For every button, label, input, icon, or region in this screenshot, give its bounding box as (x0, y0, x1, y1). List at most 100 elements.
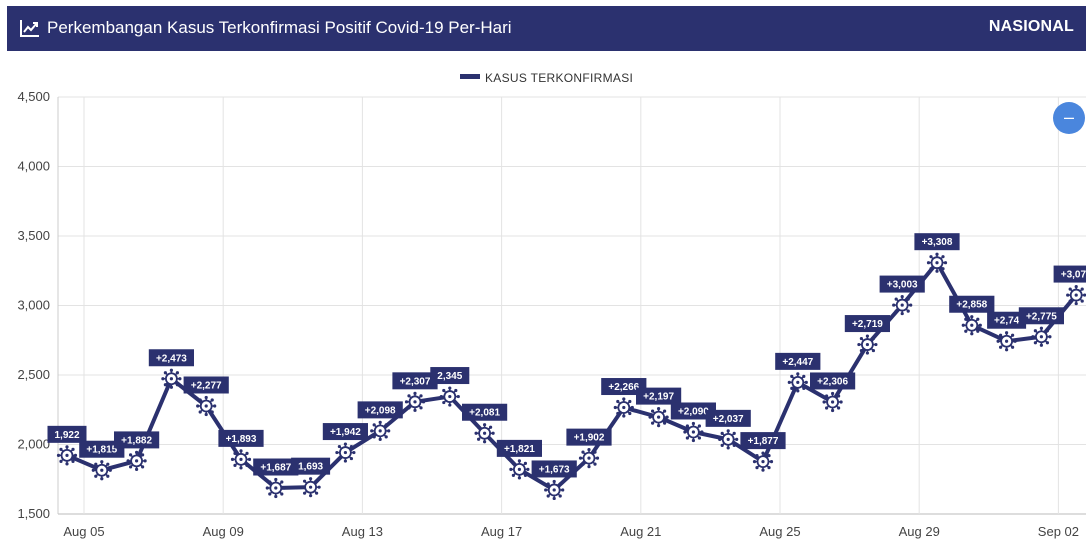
virus-spike-tip (578, 456, 583, 460)
virus-nucleus (483, 431, 487, 435)
virus-spike-tip (822, 400, 826, 404)
chart-legend[interactable]: KASUS TERKONFIRMASI (460, 71, 633, 85)
chart-title: Perkembangan Kasus Terkonfirmasi Positif… (47, 18, 512, 37)
virus-spike-tip (941, 267, 945, 271)
data-label-box (253, 458, 299, 476)
zoom-out-button[interactable]: – (1053, 102, 1085, 134)
virus-icon (230, 449, 252, 470)
virus-spike-tip (976, 317, 980, 321)
virus-icon (718, 429, 739, 450)
data-label-box (392, 372, 438, 390)
data-label-box (949, 295, 995, 313)
data-label: +2,090 (670, 402, 716, 420)
virus-spike-tip (419, 394, 423, 398)
virus-spike-tip (1080, 299, 1084, 303)
data-label: +2,277 (183, 376, 229, 394)
virus-nucleus (552, 488, 556, 492)
virus-nucleus (796, 380, 800, 384)
data-label: +2,447 (775, 352, 821, 370)
virus-spike-tip (274, 477, 278, 482)
virus-spike-tip (454, 388, 458, 393)
data-label-box (987, 311, 1027, 329)
virus-nucleus (65, 453, 69, 457)
data-label: +2,74 (987, 311, 1027, 329)
data-label-box (148, 349, 194, 367)
virus-spike-tip (71, 447, 75, 451)
virus-spike-tip (178, 377, 182, 381)
virus-nucleus (378, 429, 382, 433)
data-label: +3,075 (1053, 265, 1086, 283)
virus-spike-tip (587, 465, 591, 469)
data-label: +2,098 (357, 401, 403, 419)
virus-spike-tip (302, 491, 307, 495)
virus-nucleus (274, 486, 278, 490)
virus-icon (926, 252, 948, 273)
virus-icon (509, 459, 530, 480)
virus-spike-tip (685, 436, 689, 440)
virus-spike-tip (831, 408, 835, 413)
virus-spike-tip (546, 482, 550, 486)
virus-icon (370, 420, 391, 441)
data-label: +2,197 (636, 387, 682, 405)
virus-spike-tip (442, 388, 446, 393)
x-tick-label: Aug 09 (203, 524, 244, 539)
virus-spike-tip (143, 459, 147, 463)
virus-spike-tip (718, 437, 722, 441)
virus-spike-tip (210, 398, 214, 402)
virus-spike-tip (1083, 293, 1086, 297)
data-label-box (879, 275, 925, 293)
virus-spike-tip (663, 409, 667, 413)
virus-spike-tip (106, 474, 110, 478)
virus-nucleus (831, 400, 835, 404)
virus-spike-tip (523, 473, 528, 477)
virus-spike-tip (657, 424, 661, 428)
virus-spike-tip (175, 383, 180, 387)
virus-spike-tip (874, 342, 878, 347)
virus-nucleus (865, 342, 869, 347)
chart-header: Perkembangan Kasus Terkonfirmasi Positif… (7, 6, 1086, 51)
virus-spike-tip (128, 453, 133, 457)
virus-spike-tip (1033, 341, 1037, 345)
virus-spike-tip (282, 486, 286, 490)
virus-spike-tip (787, 380, 791, 384)
series-line (66, 260, 1078, 492)
virus-spike-tip (65, 462, 69, 466)
virus-spike-tip (213, 404, 217, 408)
virus-spike-tip (309, 477, 313, 481)
virus-spike-tip (761, 468, 765, 472)
virus-spike-tip (384, 423, 388, 427)
virus-spike-tip (343, 459, 347, 463)
virus-spike-tip (683, 430, 687, 434)
virus-spike-tip (511, 461, 515, 465)
virus-spike-tip (1048, 335, 1052, 339)
data-label-box (914, 233, 960, 251)
data-label: +2,775 (1018, 307, 1064, 325)
virus-spike-tip (454, 400, 458, 405)
virus-spike-tip (859, 336, 863, 341)
virus-icon (613, 397, 634, 418)
region-label[interactable]: NASIONAL (988, 18, 1074, 35)
virus-spike-tip (796, 389, 800, 393)
virus-spike-tip (439, 394, 443, 399)
x-tick-label: Aug 17 (481, 524, 522, 539)
data-label: +3,003 (879, 275, 925, 293)
data-label: +2,719 (844, 315, 890, 333)
virus-spike-tip (198, 398, 202, 402)
data-label-box (601, 378, 647, 396)
virus-spike-tip (509, 467, 513, 471)
virus-spike-tip (663, 421, 667, 425)
virus-spike-tip (175, 371, 180, 375)
virus-spike-tip (100, 460, 104, 464)
data-label-text: +2,306 (817, 376, 848, 387)
virus-spike-tip (198, 410, 202, 414)
virus-spike-tip (892, 303, 896, 307)
virus-nucleus (448, 394, 452, 399)
virus-spike-tip (865, 351, 869, 355)
virus-spike-tip (245, 463, 249, 467)
x-tick-label: Aug 13 (342, 524, 383, 539)
data-label-text: +2,858 (956, 300, 987, 311)
virus-spike-tip (581, 462, 585, 466)
virus-spike-tip (929, 267, 933, 271)
data-label: +2,306 (810, 372, 856, 390)
data-label-box (430, 367, 470, 385)
